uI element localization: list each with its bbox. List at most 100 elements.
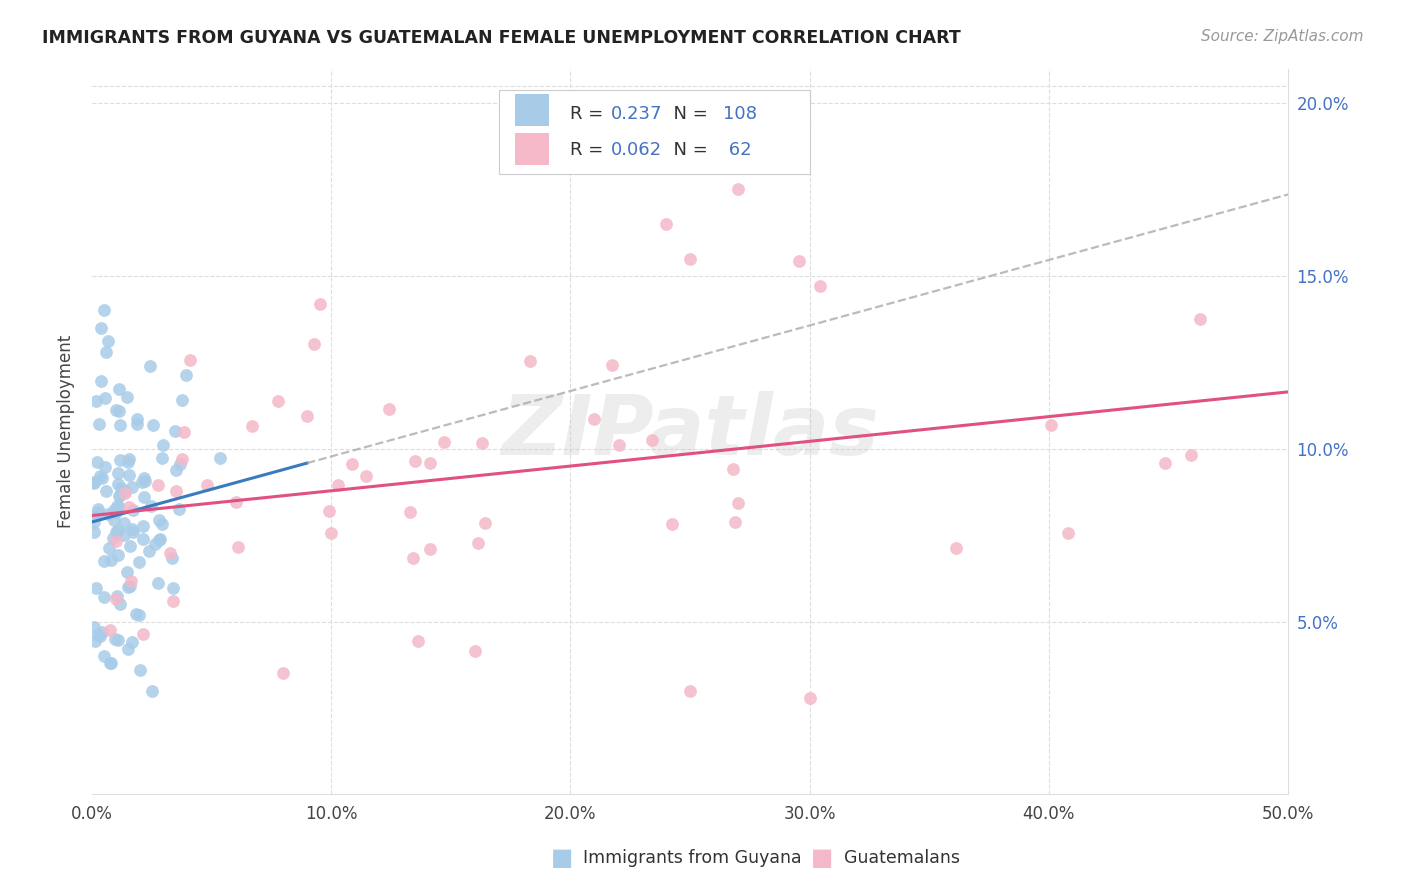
Point bbox=[1154, 456, 1177, 470]
Point bbox=[150, 516, 173, 531]
Point bbox=[173, 425, 195, 439]
Point bbox=[319, 526, 342, 541]
Text: Source: ZipAtlas.com: Source: ZipAtlas.com bbox=[1201, 29, 1364, 44]
Point bbox=[139, 359, 162, 374]
Point bbox=[141, 683, 163, 698]
Point bbox=[117, 455, 139, 469]
Text: ■: ■ bbox=[811, 847, 834, 870]
Point bbox=[402, 551, 425, 566]
Point bbox=[114, 486, 136, 500]
Point bbox=[100, 656, 122, 670]
Point bbox=[97, 508, 120, 522]
Point bbox=[103, 513, 125, 527]
Point bbox=[120, 539, 142, 553]
Point bbox=[240, 419, 263, 434]
Text: R =: R = bbox=[571, 104, 609, 123]
Point bbox=[467, 536, 489, 550]
Text: 108: 108 bbox=[724, 104, 758, 123]
Point bbox=[810, 279, 832, 293]
Point bbox=[100, 553, 122, 567]
Point bbox=[641, 434, 664, 448]
Point bbox=[93, 649, 115, 664]
Point bbox=[110, 453, 132, 467]
Point bbox=[723, 515, 745, 529]
Point bbox=[721, 462, 744, 476]
Point bbox=[167, 502, 190, 516]
Point bbox=[107, 523, 129, 537]
Text: ZIPatlas: ZIPatlas bbox=[501, 391, 879, 472]
Point bbox=[162, 582, 184, 596]
Point bbox=[120, 574, 142, 589]
Point bbox=[122, 503, 145, 517]
Point bbox=[464, 643, 486, 657]
Point bbox=[89, 629, 111, 643]
Point bbox=[104, 632, 127, 647]
Point bbox=[93, 554, 115, 568]
Point bbox=[125, 607, 148, 621]
Point bbox=[148, 513, 170, 527]
Point bbox=[655, 217, 678, 231]
Point bbox=[90, 374, 112, 388]
Point bbox=[128, 607, 150, 622]
Point bbox=[148, 477, 170, 491]
Point bbox=[87, 505, 110, 519]
Point bbox=[84, 633, 107, 648]
Point bbox=[83, 524, 105, 539]
Point bbox=[117, 642, 139, 657]
Point bbox=[799, 690, 821, 705]
Point bbox=[83, 476, 105, 491]
Point bbox=[132, 490, 155, 504]
Point bbox=[86, 394, 108, 409]
Point bbox=[96, 345, 118, 359]
Point bbox=[142, 418, 165, 433]
Point bbox=[162, 550, 184, 565]
Point bbox=[98, 657, 121, 671]
Point bbox=[176, 368, 198, 382]
Point bbox=[90, 470, 112, 484]
Point bbox=[209, 451, 232, 466]
Point bbox=[165, 483, 187, 498]
Point bbox=[83, 620, 105, 634]
Point bbox=[148, 576, 170, 591]
Point bbox=[309, 296, 332, 310]
Point bbox=[302, 337, 325, 351]
Point bbox=[94, 484, 117, 499]
Point bbox=[727, 496, 749, 510]
Point bbox=[121, 635, 143, 649]
Point bbox=[114, 484, 136, 499]
Point bbox=[162, 594, 184, 608]
Point bbox=[108, 418, 131, 433]
Point bbox=[159, 546, 181, 560]
Point bbox=[87, 417, 110, 431]
Point bbox=[117, 580, 139, 594]
Point bbox=[89, 468, 111, 483]
Point bbox=[110, 482, 132, 496]
Point bbox=[108, 489, 131, 503]
Point bbox=[661, 516, 683, 531]
Point bbox=[271, 666, 294, 681]
Point bbox=[121, 480, 143, 494]
Point bbox=[94, 391, 117, 405]
Text: ■: ■ bbox=[551, 847, 574, 870]
Point bbox=[118, 579, 141, 593]
Point bbox=[84, 508, 107, 522]
Point bbox=[108, 597, 131, 611]
Point bbox=[107, 477, 129, 491]
Point bbox=[100, 623, 122, 637]
Point bbox=[115, 390, 138, 404]
Point bbox=[519, 354, 541, 368]
FancyBboxPatch shape bbox=[515, 133, 548, 165]
Point bbox=[105, 589, 128, 603]
Point bbox=[104, 403, 127, 417]
Point bbox=[225, 495, 247, 509]
Point bbox=[399, 505, 422, 519]
Point bbox=[267, 394, 290, 409]
Point bbox=[607, 438, 630, 452]
FancyBboxPatch shape bbox=[515, 94, 548, 126]
Point bbox=[103, 502, 125, 516]
Text: 62: 62 bbox=[724, 142, 752, 160]
Point bbox=[128, 663, 150, 677]
Point bbox=[340, 457, 363, 471]
Point bbox=[112, 516, 135, 530]
Point bbox=[679, 683, 702, 698]
